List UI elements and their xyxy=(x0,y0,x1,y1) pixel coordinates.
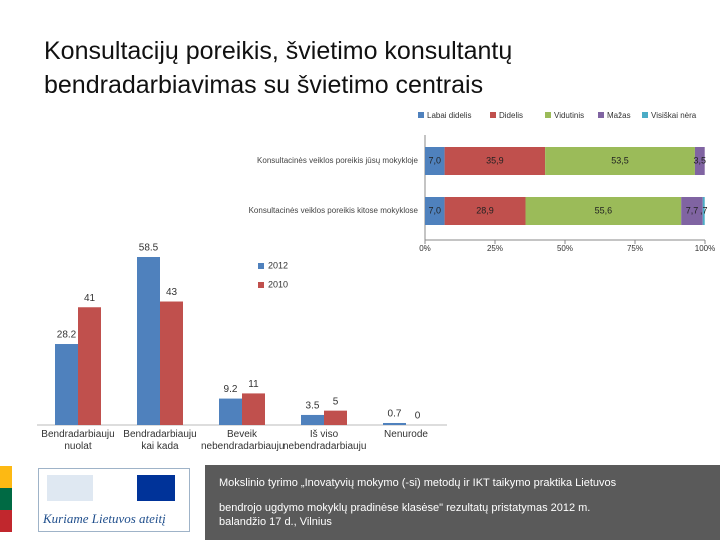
legend-label: 2010 xyxy=(268,279,288,289)
logo-graphics xyxy=(47,475,175,501)
value-label: 5 xyxy=(333,396,339,407)
category-label: Iš viso nebendradarbiauju xyxy=(283,429,367,452)
legend-label: Mažas xyxy=(607,111,631,120)
bar xyxy=(324,410,347,425)
bar xyxy=(137,257,160,425)
bar xyxy=(242,393,265,425)
flag-yellow xyxy=(0,466,12,488)
footer-line: bendrojo ugdymo mokyklų pradinėse klasės… xyxy=(219,502,591,514)
value-label: 43 xyxy=(166,287,178,298)
footer: Mokslinio tyrimo „Inovatyvių mokymo (-si… xyxy=(205,465,720,540)
logo-mark xyxy=(47,475,93,501)
title-line: bendradarbiavimas su švietimo centrais xyxy=(44,71,484,99)
bar-segment xyxy=(444,147,546,175)
bar xyxy=(301,414,324,425)
value-label: 3,5 xyxy=(694,155,707,165)
value-label: 58.5 xyxy=(139,243,159,254)
bar-segment xyxy=(702,197,705,225)
legend-swatch xyxy=(418,112,424,118)
bar-segment xyxy=(525,197,682,225)
bar xyxy=(78,307,101,425)
title-line: Konsultacijų poreikis, švietimo konsulta… xyxy=(44,37,513,65)
legend-label: Labai didelis xyxy=(427,111,471,120)
bar-segment xyxy=(681,197,703,225)
bar-segment xyxy=(444,197,526,225)
footer-line: Mokslinio tyrimo „Inovatyvių mokymo (-si… xyxy=(219,477,617,489)
value-label: 7,0 xyxy=(429,205,442,215)
value-label: 35,9 xyxy=(486,155,504,165)
value-label: ,7 xyxy=(700,205,708,215)
value-label: 0.7 xyxy=(388,409,402,420)
value-label: 0 xyxy=(415,411,421,422)
bar xyxy=(383,422,406,425)
legend-label: Didelis xyxy=(499,111,523,120)
logo: Kuriame Lietuvos ateitį xyxy=(38,468,190,532)
category-label: Konsultacinės veiklos poreikis kitose mo… xyxy=(249,206,419,215)
value-label: 9.2 xyxy=(224,384,238,395)
legend-swatch xyxy=(258,263,264,269)
value-label: 55,6 xyxy=(595,205,613,215)
x-tick-label: 50% xyxy=(557,244,573,253)
value-label: 41 xyxy=(84,293,96,304)
flag-green xyxy=(0,488,12,510)
category-label: Bendradarbiauju kai kada xyxy=(123,429,197,452)
value-label: 28.2 xyxy=(57,330,77,341)
value-label: 7,7 xyxy=(686,205,699,215)
category-label: Konsultacinės veiklos poreikis jūsų moky… xyxy=(257,156,419,165)
x-tick-label: 100% xyxy=(695,244,715,253)
legend-label: Vidutinis xyxy=(554,111,584,120)
legend-swatch xyxy=(545,112,551,118)
legend-swatch xyxy=(258,282,264,288)
x-tick-label: 75% xyxy=(627,244,643,253)
legend-swatch xyxy=(598,112,604,118)
bar xyxy=(219,398,242,425)
bar-segment xyxy=(694,147,705,175)
bar xyxy=(160,301,183,425)
bar-segment xyxy=(425,197,445,225)
slide-title: Konsultacijų poreikis, švietimo konsulta… xyxy=(44,34,512,102)
category-label: Beveik nebendradarbiauju xyxy=(201,429,285,452)
flag-red xyxy=(0,510,12,532)
category-label: Nenurode xyxy=(384,429,428,440)
eu-flag xyxy=(137,475,175,501)
legend-swatch xyxy=(642,112,648,118)
value-label: 11 xyxy=(248,379,259,390)
legend-swatch xyxy=(490,112,496,118)
bar xyxy=(55,344,78,425)
bar-segment xyxy=(425,147,445,175)
footer-line: balandžio 17 d., Vilnius xyxy=(219,516,332,528)
legend-label: Visiškai nėra xyxy=(651,111,697,120)
legend-label: 2012 xyxy=(268,260,288,270)
x-tick-label: 0% xyxy=(419,244,431,253)
value-label: 28,9 xyxy=(476,205,494,215)
value-label: 7,0 xyxy=(429,155,442,165)
x-tick-label: 25% xyxy=(487,244,503,253)
value-label: 3.5 xyxy=(306,401,320,412)
logo-text: Kuriame Lietuvos ateitį xyxy=(43,511,166,526)
category-label: Bendradarbiauju nuolat xyxy=(41,429,115,452)
value-label: 53,5 xyxy=(611,155,629,165)
bar-segment xyxy=(545,147,695,175)
